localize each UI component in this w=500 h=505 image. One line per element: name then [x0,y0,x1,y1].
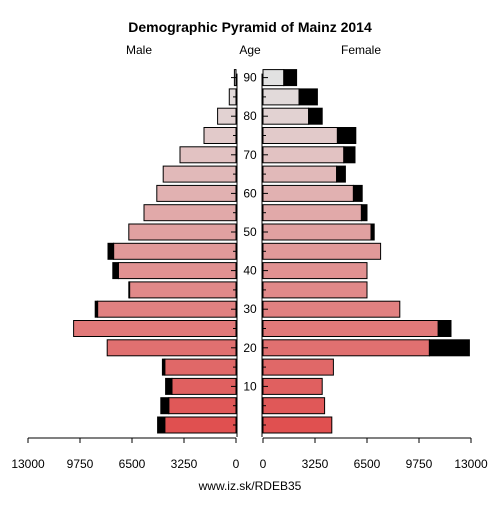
male-bar-0-4 [164,416,237,434]
male-bar-15-19 [164,358,237,376]
female-excess-bar-60-64 [352,184,363,202]
age-tick-label: 60 [243,186,257,200]
x-tick-label-female: 0 [260,457,267,471]
bars-group [73,69,470,434]
age-tick-label: 80 [243,109,257,123]
female-excess-bar-65-69 [336,165,346,183]
female-excess-bar-90+ [283,69,298,87]
female-excess-bar-70-74 [343,146,356,164]
x-tick-label-male: 9750 [67,457,94,471]
female-bar-80-84 [262,107,310,125]
male-bar-25-29 [73,320,237,337]
female-bar-65-69 [262,165,338,183]
age-tick-label: 90 [243,71,257,85]
x-tick-label-female: 9750 [406,457,433,471]
female-excess-bar-85-89 [298,88,318,106]
female-bar-0-4 [262,416,333,434]
male-excess-bar-15-19 [161,358,166,376]
male-excess-bar-5-9 [160,397,170,415]
female-excess-bar-55-59 [360,204,368,222]
male-bar-50-54 [128,223,237,241]
male-bar-20-24 [106,339,237,357]
x-tick-label-male: 13000 [11,457,45,471]
male-bar-70-74 [179,146,237,164]
male-bar-45-49 [113,242,237,260]
male-excess-bar-0-4 [157,416,166,434]
male-bar-65-69 [162,165,237,183]
male-excess-bar-35-39 [128,281,131,299]
x-tick-label-male: 3250 [171,457,198,471]
female-bar-30-34 [262,300,401,318]
female-bar-45-49 [262,242,382,260]
male-bar-35-39 [129,281,237,299]
age-tick-label: 10 [243,379,257,393]
male-bar-30-34 [97,300,237,318]
age-tick-label: 30 [243,302,257,316]
female-bar-20-24 [262,339,430,357]
footer-source: www.iz.sk/RDEB35 [198,479,302,493]
female-bar-40-44 [262,262,368,280]
female-excess-bar-80-84 [308,107,323,125]
age-label: Age [239,43,261,57]
female-bar-55-59 [262,204,362,222]
male-excess-bar-30-34 [94,300,99,318]
x-tick-label-female: 3250 [302,457,329,471]
axes-group: 10 20 30 40 50 60 70 80 90 13000 9750 6500 3250 0 0 325… [11,71,488,471]
male-bar-40-44 [117,262,237,280]
male-bar-5-9 [168,397,237,415]
female-excess-bar-25-29 [437,320,452,337]
age-tick-label: 50 [243,225,257,239]
x-tick-label-female: 13000 [454,457,488,471]
male-excess-bar-10-14 [165,377,173,395]
female-bar-70-74 [262,146,345,164]
female-label: Female [341,43,381,57]
age-tick-label: 70 [243,148,257,162]
female-bar-5-9 [262,397,326,415]
female-excess-bar-75-79 [336,127,357,144]
x-tick-label-male: 6500 [119,457,146,471]
female-bar-10-14 [262,377,323,395]
male-excess-bar-45-49 [107,242,115,260]
female-bar-50-54 [262,223,372,241]
female-bar-35-39 [262,281,368,299]
female-excess-bar-20-24 [428,339,470,357]
female-bar-60-64 [262,184,354,202]
female-bar-25-29 [262,320,439,337]
x-tick-label-female: 6500 [354,457,381,471]
female-excess-bar-50-54 [370,223,375,241]
male-label: Male [126,43,152,57]
male-excess-bar-40-44 [112,262,119,280]
age-tick-label: 20 [243,341,257,355]
x-tick-label-male: 0 [233,457,240,471]
chart-title: Demographic Pyramid of Mainz 2014 [128,19,372,35]
male-bar-55-59 [143,204,237,222]
male-bar-60-64 [156,184,237,202]
female-bar-85-89 [262,88,300,106]
age-tick-label: 40 [243,264,257,278]
male-bar-10-14 [171,377,237,395]
female-bar-75-79 [262,127,338,144]
male-bar-75-79 [203,127,237,144]
female-bar-15-19 [262,358,334,376]
